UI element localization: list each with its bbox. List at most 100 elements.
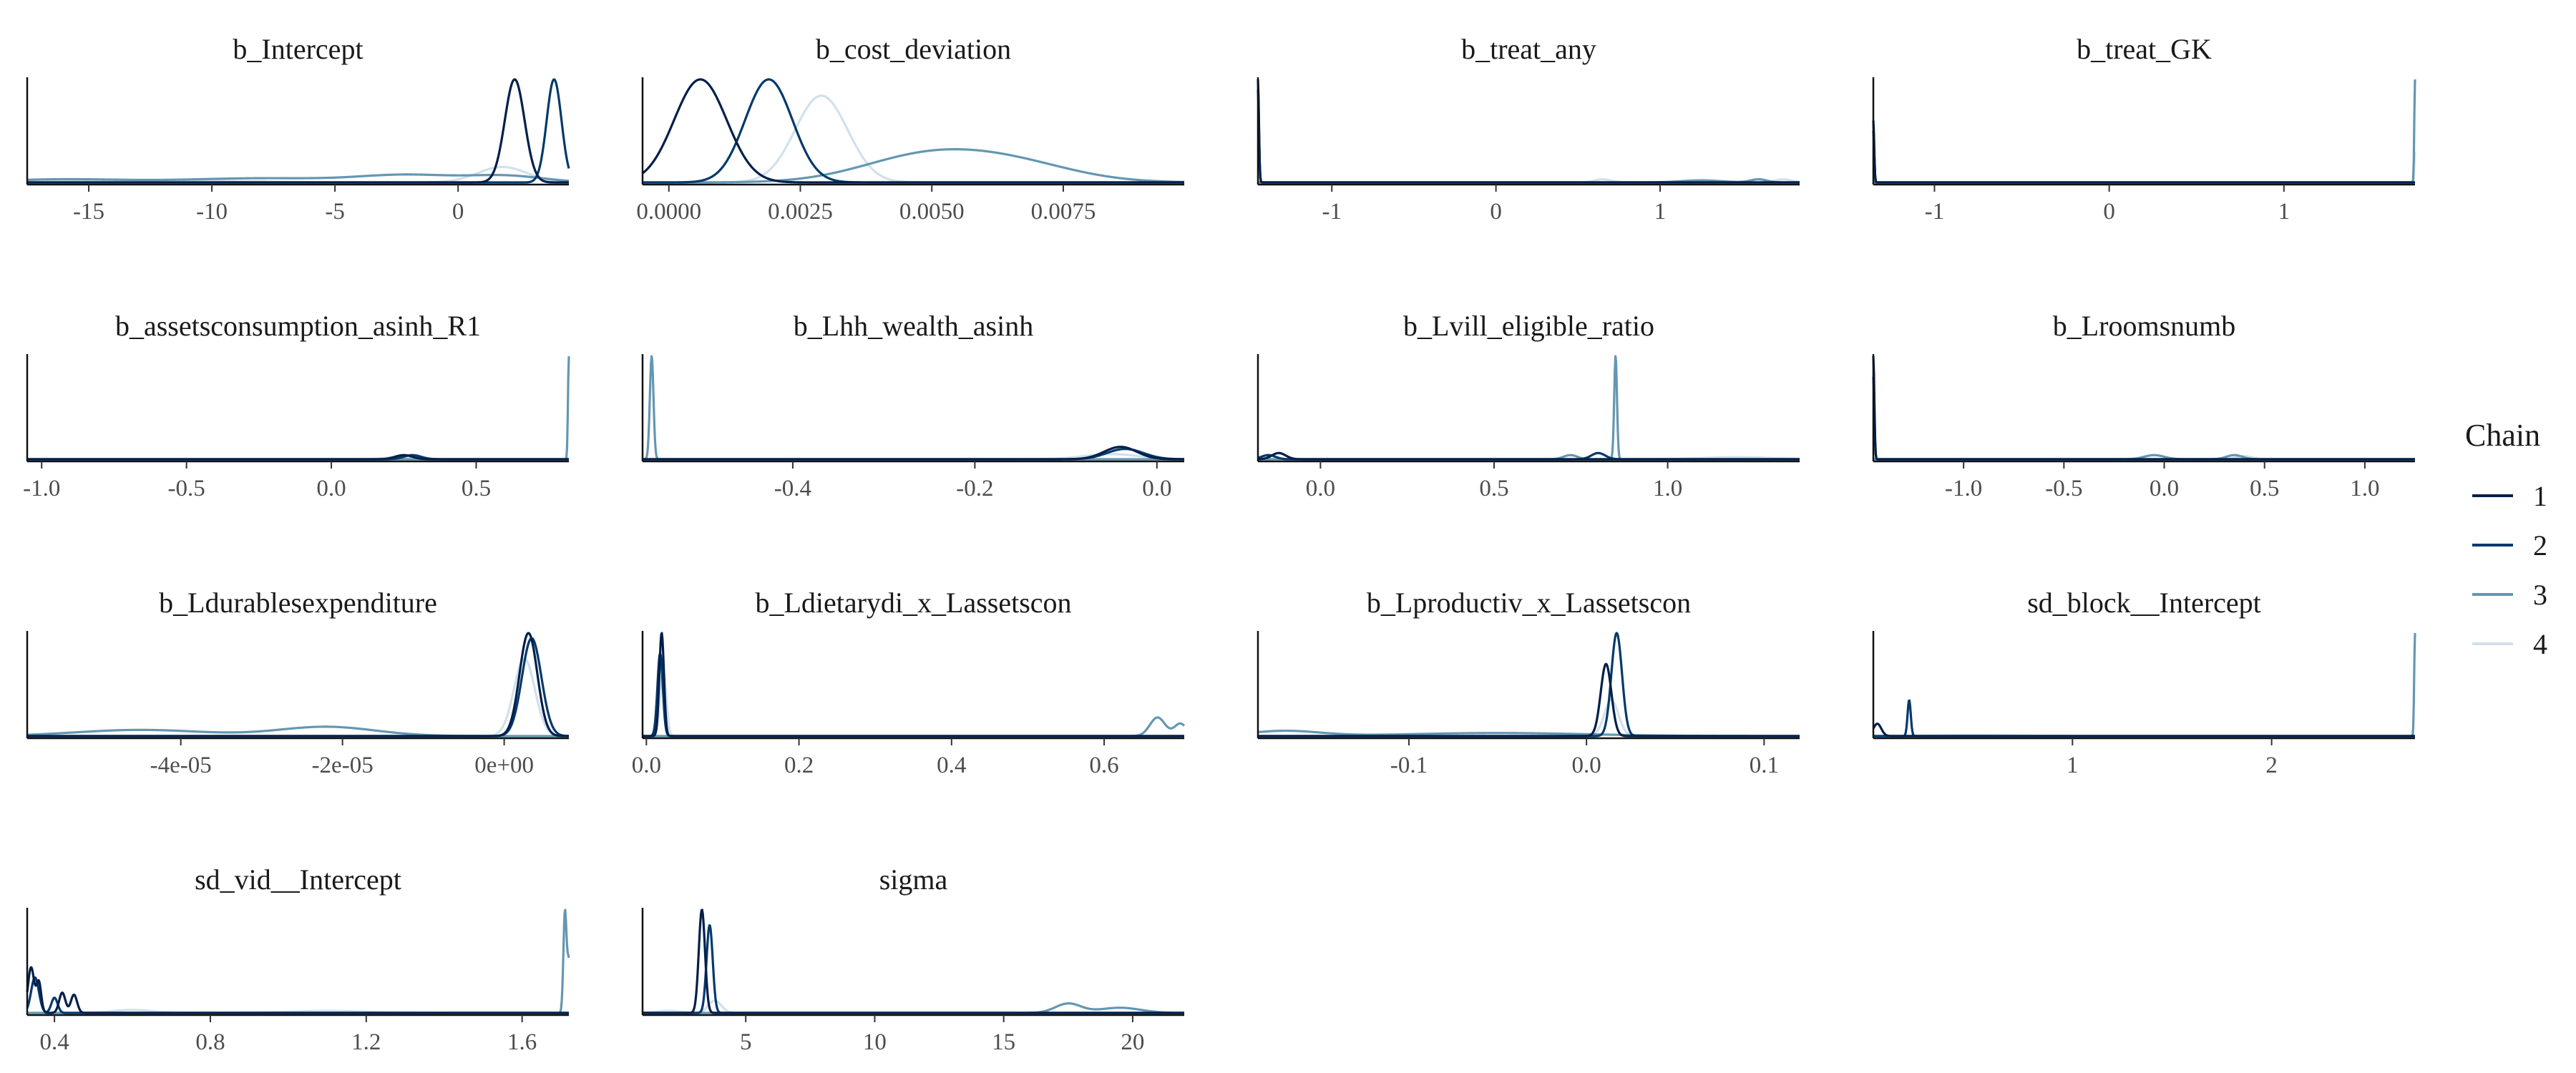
x-tick-label: 0.2 [784, 753, 814, 778]
density-curve-chain-1 [26, 632, 570, 738]
x-tick-label: 1.6 [507, 1029, 537, 1055]
panel-b_treat_GK: b_treat_GK -1 0 1 [1872, 33, 2416, 225]
density-curve-chain-1 [1872, 120, 2416, 184]
x-tick-label: 0.0 [316, 476, 346, 501]
x-tick-label: 0.0000 [636, 199, 701, 225]
density-curve-chain-1 [1872, 722, 2416, 738]
panel-b_treat_any: b_treat_any -1 0 1 [1257, 33, 1800, 225]
x-tick-label: 0 [2103, 199, 2115, 225]
density-curve-chain-1 [26, 454, 570, 461]
panel-title: b_Ldurablesexpenditure [159, 587, 437, 619]
density-curve-chain-3 [26, 725, 570, 738]
legend-title: Chain [2465, 418, 2540, 453]
density-curve-chain-3 [642, 716, 1186, 738]
panel-title: b_Lproductiv_x_Lassetscon [1367, 587, 1691, 619]
density-curve-chain-2 [642, 924, 1185, 1014]
x-tick-label: 1 [2067, 753, 2079, 778]
x-tick-label: -1.0 [1945, 476, 1982, 501]
x-tick-label: 15 [992, 1029, 1015, 1055]
legend-entry-1: 1 [2472, 480, 2547, 512]
x-tick-label: -0.2 [956, 476, 993, 501]
density-curve-chain-3 [26, 356, 570, 461]
density-curve-chain-2 [26, 637, 570, 738]
density-curve-chain-4 [1257, 699, 1800, 738]
panel-b_Ldietarydi_x_Lassetscon: b_Ldietarydi_x_Lassetscon 0.0 0.2 0.4 0.6 [632, 587, 1186, 778]
panel-b_Lhh_wealth_asinh: b_Lhh_wealth_asinh -0.4 -0.2 0.0 [641, 310, 1185, 501]
density-curve-chain-1 [26, 78, 570, 184]
x-tick-label: -1.0 [23, 476, 60, 501]
panel-b_Lroomsnumb: b_Lroomsnumb -1.0 -0.5 0.0 0.5 1.0 [1872, 310, 2416, 501]
density-curve-chain-3 [1257, 355, 1800, 461]
density-curve-chain-2 [1872, 130, 2416, 184]
x-tick-label: 5 [740, 1029, 752, 1055]
panel-title: b_treat_any [1461, 33, 1596, 65]
density-curve-chain-2 [642, 447, 1185, 461]
x-tick-label: 0 [452, 199, 464, 225]
x-tick-label: 0.5 [1479, 476, 1508, 501]
panel-title: sigma [879, 863, 948, 896]
panel-title: b_Intercept [233, 33, 363, 65]
x-tick-label: 0e+00 [474, 753, 534, 778]
density-curve-chain-2 [1257, 632, 1800, 738]
density-curve-chain-1 [642, 908, 1185, 1014]
x-tick-label: 1 [1654, 199, 1667, 225]
panel-b_cost_deviation: b_cost_deviation 0.0000 0.0025 0.0050 0.0075 [636, 33, 1185, 225]
panel-title: sd_vid__Intercept [195, 863, 401, 896]
density-curve-chain-4 [642, 999, 1185, 1014]
x-tick-label: 0.1 [1750, 753, 1779, 778]
density-curve-chain-3 [642, 148, 1185, 184]
panel-b_Ldurablesexpenditure: b_Ldurablesexpenditure -4e-05 -2e-05 0e+00 [26, 587, 570, 778]
legend-entry-2: 2 [2472, 529, 2547, 562]
legend-label: 2 [2533, 529, 2547, 562]
density-curve-chain-1 [1257, 451, 1800, 461]
panel-sd_vid__Intercept: sd_vid__Intercept 0.4 0.8 1.2 1.6 [26, 863, 570, 1055]
density-curve-chain-2 [642, 78, 1185, 184]
density-curve-chain-4 [642, 667, 1185, 738]
x-tick-label: -1 [1925, 199, 1945, 225]
x-tick-label: 10 [863, 1029, 887, 1055]
panel-b_Lvill_eligible_ratio: b_Lvill_eligible_ratio 0.0 0.5 1.0 [1257, 310, 1800, 501]
x-tick-label: 0.0050 [899, 199, 965, 225]
legend: Chain 1 2 3 4 [2465, 418, 2547, 660]
x-tick-label: -5 [325, 199, 345, 225]
legend-label: 4 [2533, 628, 2547, 660]
density-curve-chain-4 [642, 94, 1185, 184]
density-curve-chain-4 [1873, 151, 2416, 184]
x-tick-label: 0.0 [632, 753, 661, 778]
x-tick-label: -2e-05 [312, 753, 374, 778]
x-tick-label: -1 [1322, 199, 1342, 225]
density-curve-chain-1 [26, 966, 570, 1014]
x-tick-label: 1.0 [2350, 476, 2379, 501]
panel-sd_block__Intercept: sd_block__Intercept 1 2 [1872, 587, 2416, 778]
panel-b_Intercept: b_Intercept -15 -10 -5 0 [26, 33, 570, 225]
x-tick-label: 0.0 [1306, 476, 1335, 501]
x-tick-label: 0.5 [2250, 476, 2279, 501]
x-tick-label: 0.6 [1089, 753, 1118, 778]
x-tick-label: -15 [73, 199, 104, 225]
x-tick-label: 0.0 [1142, 476, 1171, 501]
x-tick-label: 1.0 [1653, 476, 1682, 501]
x-tick-label: 0.8 [195, 1029, 225, 1055]
density-curve-chain-1 [1257, 79, 1800, 184]
density-curve-chain-3 [26, 173, 570, 182]
density-curve-chain-4 [26, 657, 570, 738]
x-tick-label: 0 [1490, 199, 1502, 225]
panel-title: b_assetsconsumption_asinh_R1 [115, 310, 481, 342]
panel-title: b_Lroomsnumb [2053, 310, 2236, 342]
x-tick-label: 1 [2278, 199, 2290, 225]
x-tick-label: -0.5 [2045, 476, 2082, 501]
x-tick-label: 0.4 [39, 1029, 69, 1055]
density-curve-chain-2 [1873, 699, 2416, 738]
panel-b_assetsconsumption_asinh_R1: b_assetsconsumption_asinh_R1 -1.0 -0.5 0.0 0… [23, 310, 570, 501]
x-tick-label: -0.5 [168, 476, 205, 501]
legend-label: 3 [2533, 579, 2547, 611]
x-tick-label: 0.0 [1572, 753, 1601, 778]
panel-title: b_Lvill_eligible_ratio [1403, 310, 1654, 342]
x-tick-label: -10 [196, 199, 228, 225]
x-tick-label: 20 [1121, 1029, 1144, 1055]
x-tick-label: -4e-05 [150, 753, 212, 778]
density-curve-chain-3 [1873, 79, 2416, 184]
density-curve-chain-3 [642, 355, 1185, 461]
density-curve-chain-2 [1872, 376, 2416, 461]
